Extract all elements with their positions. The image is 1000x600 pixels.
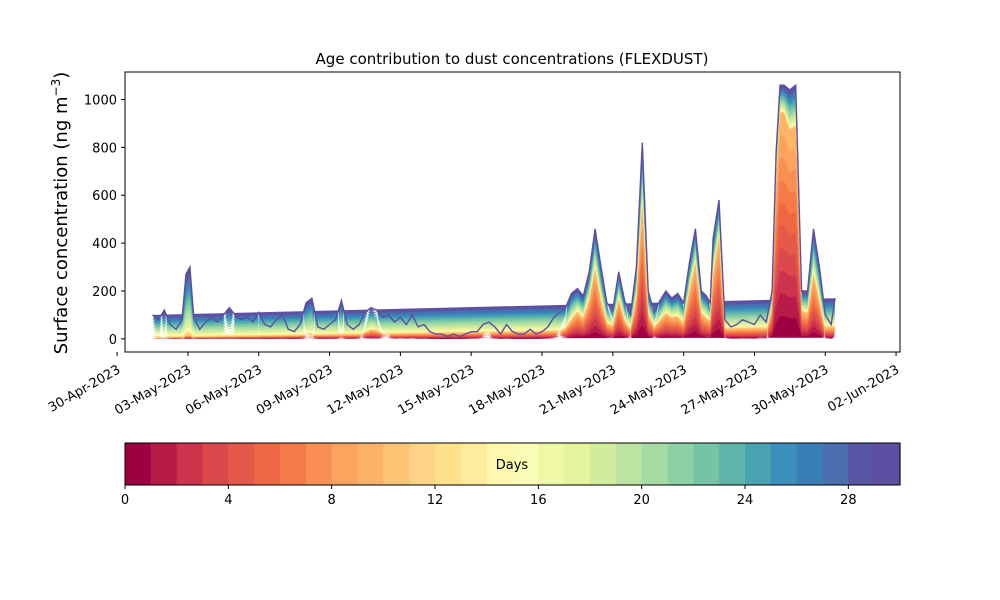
colorbar-segment [409, 443, 436, 485]
y-tick-label: 400 [92, 237, 117, 252]
colorbar-frame [124, 442, 901, 486]
colorbar-segment [357, 443, 384, 485]
chart-title: Age contribution to dust concentrations … [316, 50, 709, 68]
colorbar [125, 443, 901, 485]
x-tick-label: 30-May-2023 [750, 362, 832, 418]
plot-area-frame [124, 71, 901, 353]
x-tick-label: 27-May-2023 [679, 362, 761, 418]
x-tick-label: 12-May-2023 [325, 362, 407, 418]
colorbar-segment [460, 443, 488, 485]
x-tick-label: 15-May-2023 [396, 362, 478, 418]
colorbar-segment [383, 443, 410, 485]
y-axis-label-close: ) [51, 72, 72, 79]
y-tick-label: 0 [109, 333, 117, 348]
colorbar-segment [538, 443, 565, 485]
colorbar-segment [590, 443, 617, 485]
colorbar-segment [254, 443, 281, 485]
stacked-area-layers [152, 83, 836, 339]
x-axis: 30-Apr-202303-May-202306-May-202309-May-… [46, 352, 902, 418]
colorbar-segment [745, 443, 772, 485]
colorbar-segment [280, 443, 307, 485]
colorbar-tick-label: 28 [840, 493, 857, 508]
y-axis-label: Surface concentration (ng m−3) [49, 72, 72, 355]
colorbar-segment [615, 443, 643, 485]
colorbar-segment [125, 443, 152, 485]
colorbar-tick-label: 8 [328, 493, 336, 508]
colorbar-tick-label: 24 [737, 493, 754, 508]
colorbar-segment [435, 443, 462, 485]
colorbar-segment [667, 443, 694, 485]
colorbar-tick-label: 12 [427, 493, 444, 508]
x-tick-label: 18-May-2023 [466, 362, 548, 418]
colorbar-ticks: 0 4 8 12 16 20 24 28 [121, 485, 857, 508]
x-tick-label: 24-May-2023 [608, 362, 690, 418]
x-tick-label: 30-Apr-2023 [46, 362, 123, 415]
colorbar-segment [150, 443, 178, 485]
colorbar-segment [331, 443, 359, 485]
y-tick-label: 600 [92, 189, 117, 204]
y-tick-label: 800 [92, 141, 117, 156]
x-tick-label: 09-May-2023 [254, 362, 336, 418]
total-concentration-line [152, 83, 836, 338]
colorbar-segment [770, 443, 798, 485]
x-tick-label: 21-May-2023 [537, 362, 619, 418]
colorbar-tick-label: 20 [633, 493, 650, 508]
y-tick-label: 200 [92, 285, 117, 300]
age-layer-28 [152, 87, 836, 337]
age-layer-23 [152, 96, 836, 338]
colorbar-segment [848, 443, 875, 485]
colorbar-tick-label: 0 [121, 493, 129, 508]
colorbar-segment [202, 443, 229, 485]
colorbar-segment [512, 443, 539, 485]
colorbar-tick-label: 16 [530, 493, 547, 508]
colorbar-segment [228, 443, 255, 485]
colorbar-segment [176, 443, 204, 485]
age-layer-22 [152, 98, 836, 338]
age-layer-26 [152, 90, 836, 337]
colorbar-segment [719, 443, 746, 485]
y-axis-label-superscript: −3 [49, 79, 63, 97]
x-tick-label: 02-Jun-2023 [825, 362, 902, 415]
colorbar-segment [822, 443, 849, 485]
colorbar-segment [641, 443, 669, 485]
colorbar-segment [874, 443, 901, 485]
x-tick-label: 06-May-2023 [183, 362, 265, 418]
colorbar-segment [796, 443, 824, 485]
y-tick-label: 1000 [84, 94, 117, 109]
age-layer-27 [152, 88, 836, 337]
age-layer-29 [152, 85, 836, 337]
colorbar-tick-label: 4 [224, 493, 232, 508]
colorbar-segment [693, 443, 720, 485]
colorbar-label: Days [496, 458, 529, 473]
y-axis: 0 200 400 600 800 1000 [84, 94, 125, 348]
y-axis-label-main: Surface concentration (ng m [51, 96, 72, 354]
x-tick-label: 03-May-2023 [112, 362, 194, 418]
age-layer-25 [152, 92, 836, 337]
colorbar-segment [486, 443, 514, 485]
colorbar-segment [564, 443, 591, 485]
colorbar-segment [305, 443, 333, 485]
